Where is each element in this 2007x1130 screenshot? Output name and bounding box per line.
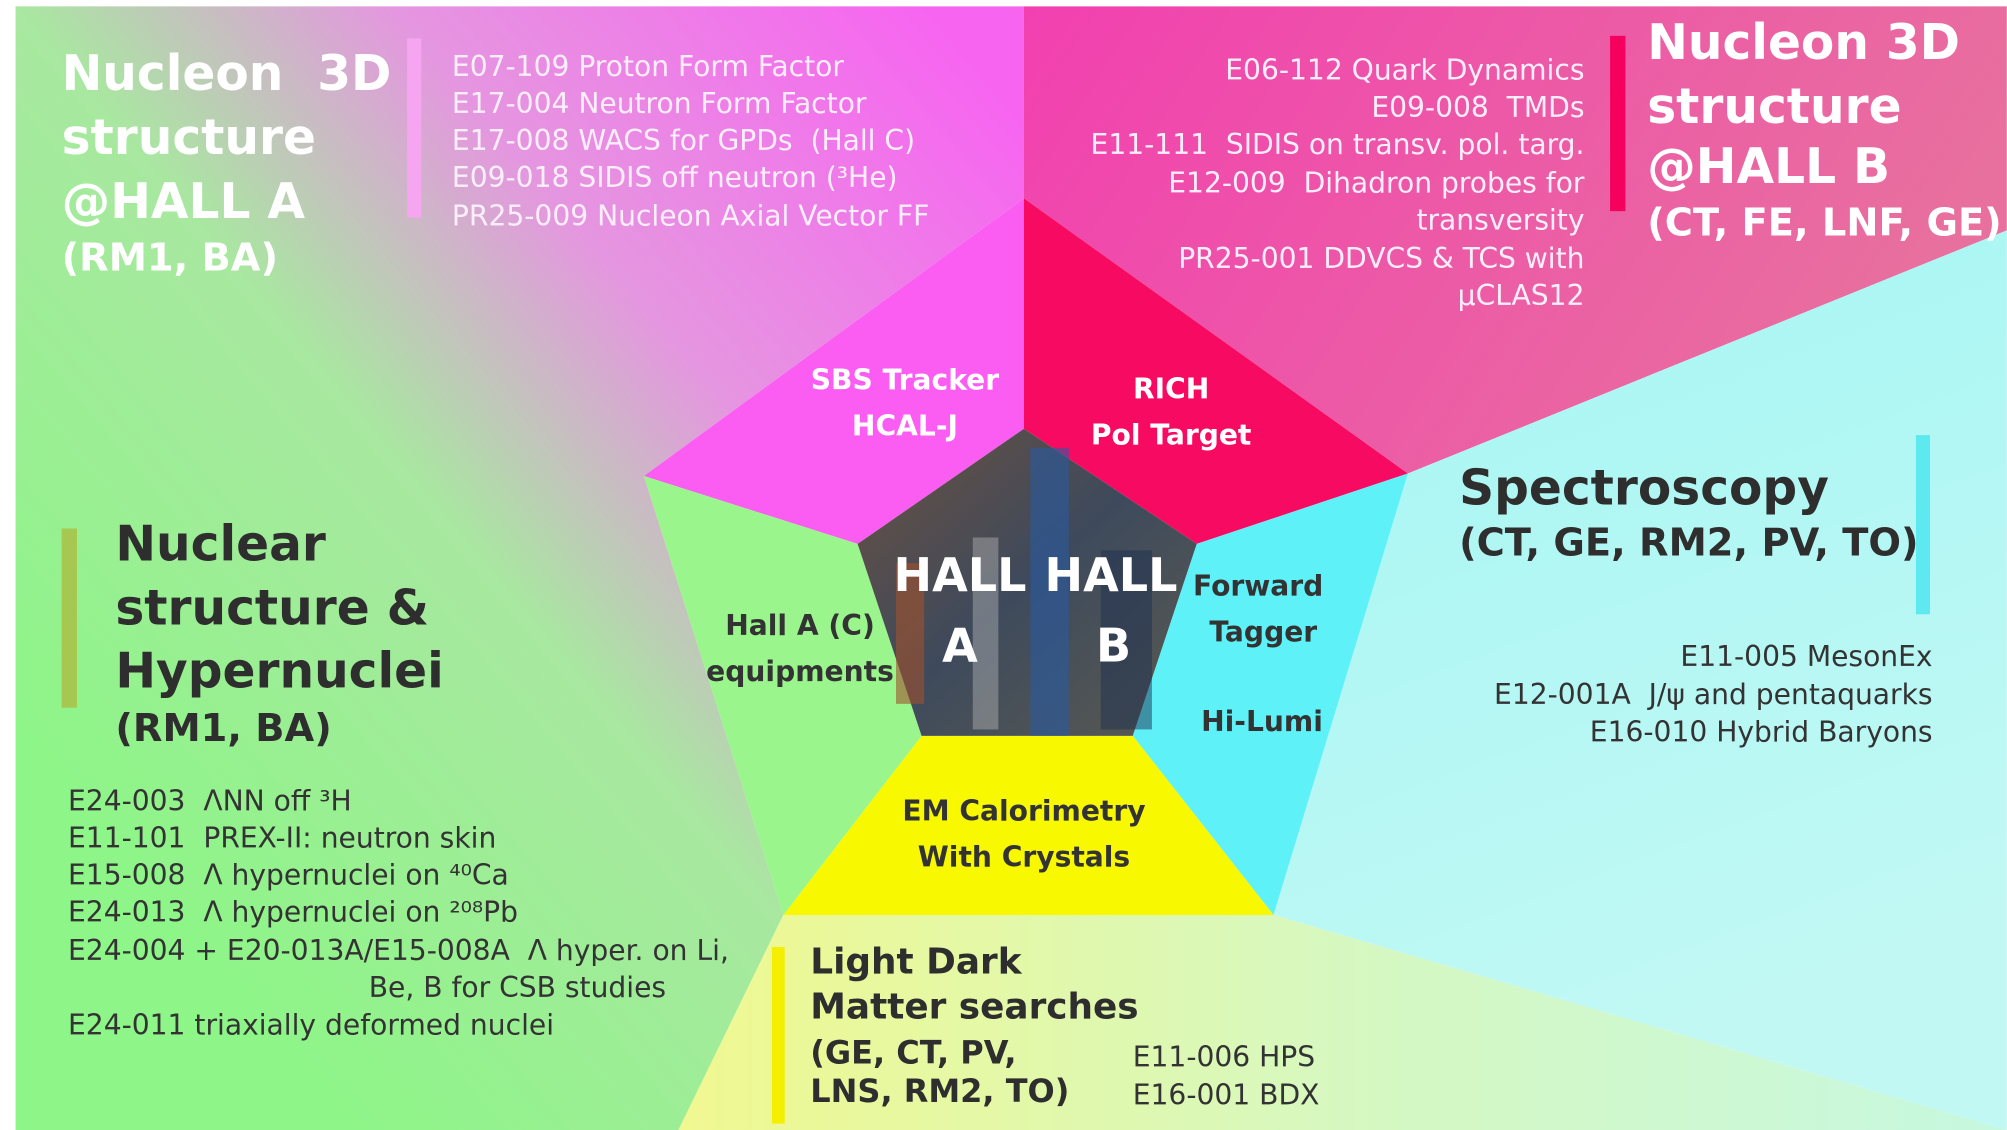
experiment: E16-010 Hybrid Baryons [1590, 715, 1933, 748]
photo-detail [896, 563, 925, 704]
segment-label: Pol Target [1091, 418, 1252, 451]
bg-top-right [1023, 6, 2007, 474]
section-title: Nucleon 3D [62, 46, 392, 102]
hall-label: HALL [894, 548, 1027, 602]
segment-label: Hall A (C) [725, 609, 875, 642]
photo-detail [972, 537, 999, 730]
experiment: E24-003 ΛNN off ³H [68, 784, 352, 817]
section-title: structure & [115, 581, 429, 637]
section-groups: (CT, FE, LNF, GE) [1647, 201, 2002, 246]
experiment: E11-101 PREX-II: neutron skin [68, 822, 496, 855]
experiment: PR25-009 Nucleon Axial Vector FF [452, 200, 929, 233]
experiment: transversity [1416, 203, 1584, 236]
experiment: E17-004 Neutron Form Factor [452, 87, 867, 120]
segment-label: HCAL-J [852, 409, 958, 442]
segment-label: SBS Tracker [811, 363, 999, 396]
section-groups: (GE, CT, PV, [810, 1033, 1016, 1071]
experiment: E24-013 Λ hypernuclei on ²⁰⁸Pb [68, 896, 518, 929]
experiment: E15-008 Λ hypernuclei on ⁴⁰Ca [68, 859, 509, 892]
segment-top-right [1023, 198, 1408, 544]
section-title: structure [62, 110, 316, 166]
section-title: @HALL A [62, 174, 306, 230]
hall-label: HALL [1045, 548, 1178, 602]
segment-left [643, 476, 922, 916]
experiment: E09-018 SIDIS off neutron (³He) [452, 161, 898, 194]
bg-left [15, 6, 1024, 1130]
segment-label: RICH [1133, 372, 1209, 405]
experiment: E12-001A J/ψ and pentaquarks [1494, 678, 1933, 711]
experiment: E11-005 MesonEx [1680, 640, 1932, 673]
segment-label: With Crystals [918, 841, 1130, 874]
segment-label: Hi-Lumi [1201, 705, 1323, 738]
section-groups: (RM1, BA) [62, 235, 278, 280]
segment-label: EM Calorimetry [902, 795, 1145, 828]
experiment: E11-111 SIDIS on transv. pol. targ. [1091, 128, 1585, 161]
photo-detail [1100, 550, 1152, 730]
bg-bottom [678, 915, 2007, 1130]
experiment: E11-006 HPS [1133, 1040, 1315, 1073]
segment-label: equipments [706, 655, 894, 688]
experiment: E16-001 BDX [1133, 1079, 1320, 1112]
experiment: E24-011 triaxially deformed nuclei [68, 1008, 554, 1041]
experiment: E12-009 Dihadron probes for [1168, 166, 1585, 199]
section-title: Matter searches [810, 986, 1138, 1027]
segment-right [1132, 473, 1408, 916]
experiment: μCLAS12 [1458, 279, 1585, 312]
accent-bar [1915, 435, 1931, 615]
segment-label: Tagger [1209, 615, 1317, 648]
section-groups: (RM1, BA) [115, 706, 331, 751]
experiment: Be, B for CSB studies [369, 971, 666, 1004]
section-title: Nucleon 3D [1647, 15, 1960, 71]
section-title: Nuclear [115, 517, 326, 573]
experiment: E17-008 WACS for GPDs (Hall C) [452, 124, 915, 157]
experiment: PR25-001 DDVCS & TCS with [1178, 242, 1584, 275]
accent-bar [771, 946, 785, 1124]
section-groups: LNS, RM2, TO) [810, 1072, 1069, 1110]
accent-bar [407, 38, 422, 218]
experiment: E06-112 Quark Dynamics [1225, 54, 1584, 87]
section-title: Spectroscopy [1459, 460, 1829, 516]
photo-detail [1030, 447, 1069, 736]
accent-bar [61, 528, 77, 708]
section-title: Hypernuclei [115, 643, 443, 699]
experiment: E07-109 Proton Form Factor [452, 50, 844, 83]
experiment: E09-008 TMDs [1371, 91, 1584, 124]
section-title: Light Dark [810, 942, 1022, 983]
segment-label: Forward [1193, 569, 1323, 602]
section-title: @HALL B [1647, 139, 1890, 195]
section-groups: (CT, GE, RM2, PV, TO) [1459, 521, 1919, 566]
hall-label: B [1096, 618, 1131, 672]
bg-right [1273, 230, 2007, 1130]
segment-bottom [783, 735, 1274, 916]
segment-top-left [643, 198, 1024, 544]
experiment: E24-004 + E20-013A/E15-008A Λ hyper. on … [68, 934, 729, 967]
hall-label: A [942, 618, 978, 672]
section-title: structure [1647, 79, 1901, 135]
accent-bar [1610, 35, 1626, 212]
